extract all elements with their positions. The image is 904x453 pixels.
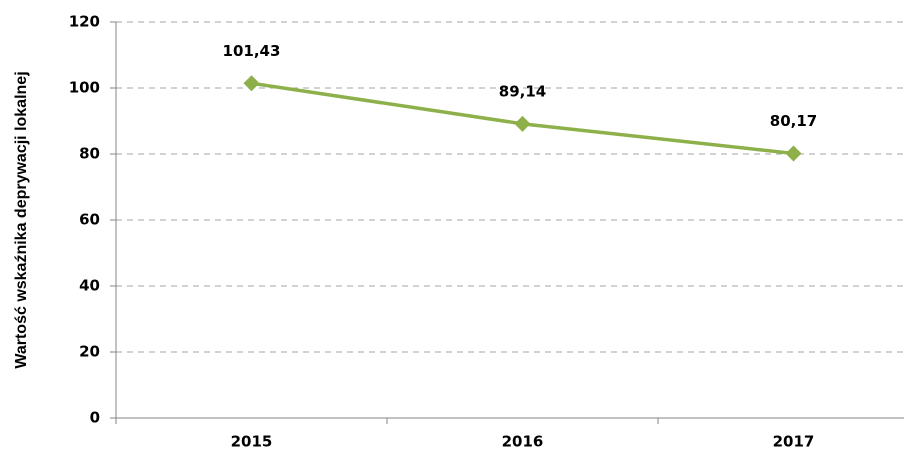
data-label: 89,14: [499, 82, 546, 100]
y-tick-label: 120: [69, 13, 100, 31]
y-tick-label: 60: [79, 211, 100, 229]
x-tick-label: 2016: [502, 433, 544, 451]
data-point: [785, 145, 802, 162]
y-tick-label: 100: [69, 79, 100, 97]
y-tick-label: 0: [90, 409, 100, 427]
y-tick-label: 80: [79, 145, 100, 163]
x-tick-label: 2017: [773, 433, 815, 451]
y-tick-label: 40: [79, 277, 100, 295]
data-label: 101,43: [223, 42, 281, 60]
y-axis-label: Wartość wskaźnika deprywacji lokalnej: [13, 71, 30, 368]
data-label: 80,17: [770, 112, 817, 130]
y-tick-label: 20: [79, 343, 100, 361]
x-tick-label: 2015: [231, 433, 273, 451]
data-point: [243, 75, 260, 92]
data-point: [514, 115, 531, 132]
